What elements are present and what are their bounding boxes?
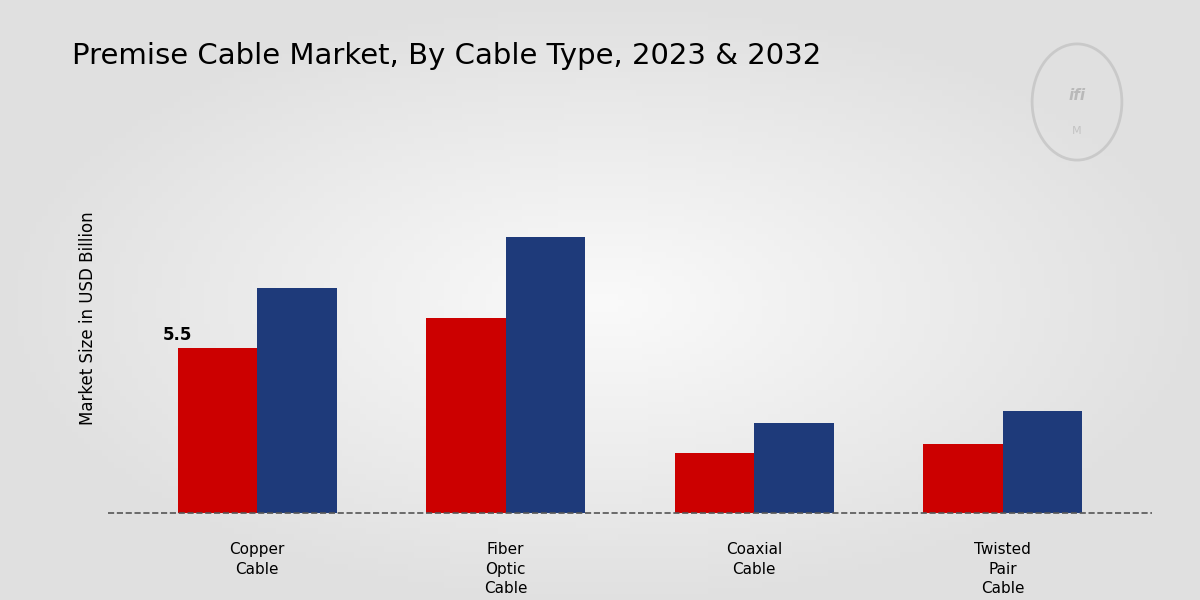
Text: M: M — [1072, 126, 1082, 136]
Text: 5.5: 5.5 — [163, 325, 192, 343]
Bar — [755, 423, 834, 513]
Bar — [1003, 411, 1082, 513]
Bar — [257, 288, 337, 513]
Bar — [178, 348, 257, 513]
Bar — [505, 237, 586, 513]
Text: ifi: ifi — [1068, 88, 1086, 103]
Text: Premise Cable Market, By Cable Type, 2023 & 2032: Premise Cable Market, By Cable Type, 202… — [72, 42, 821, 70]
Y-axis label: Market Size in USD Billion: Market Size in USD Billion — [79, 211, 97, 425]
Bar — [426, 318, 505, 513]
Bar — [923, 444, 1003, 513]
Bar — [674, 453, 755, 513]
